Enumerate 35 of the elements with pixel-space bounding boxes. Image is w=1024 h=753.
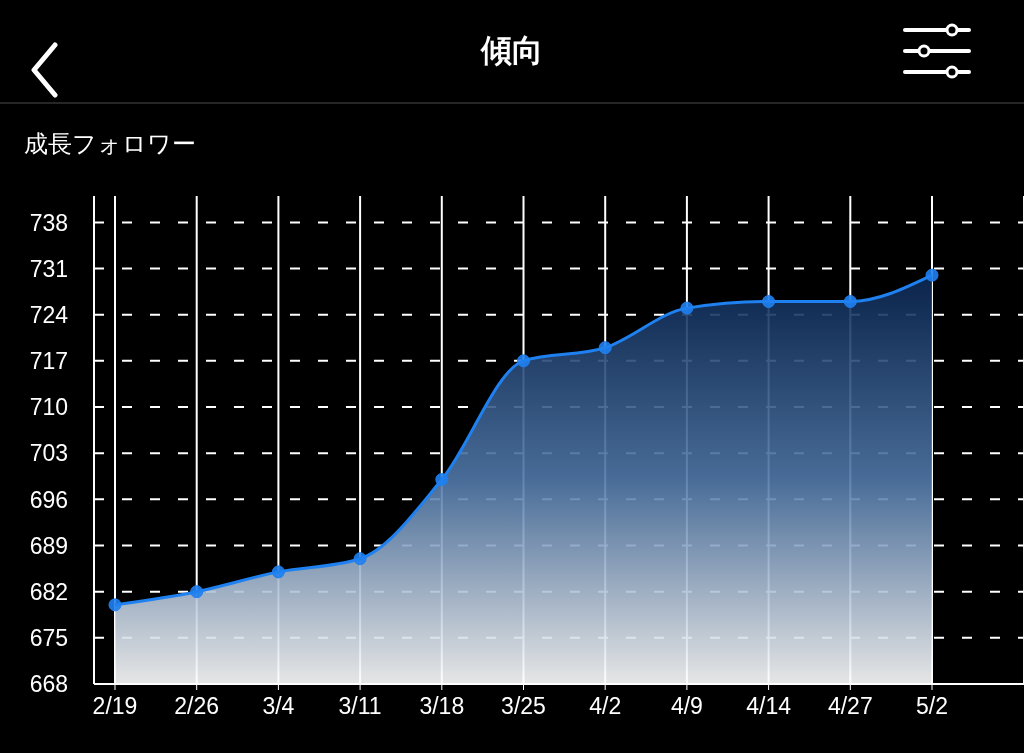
point [353, 552, 367, 566]
chart-title: 傾向 [479, 32, 544, 70]
y-tick-label: 703 [29, 440, 68, 467]
x-tick-label: 3/25 [501, 693, 546, 720]
x-tick-label: 3/18 [419, 693, 465, 720]
y-tick-label: 717 [29, 348, 68, 375]
x-tick-label: 4/2 [589, 693, 622, 720]
point [271, 565, 285, 579]
point [680, 301, 694, 315]
point [598, 341, 612, 355]
point [190, 585, 204, 599]
y-tick-label: 731 [29, 255, 68, 282]
y-tick-label: 696 [29, 486, 68, 513]
x-tick-label: 4/14 [746, 693, 792, 720]
x-tick-label: 2/26 [174, 693, 220, 720]
y-tick-label: 738 [29, 209, 68, 236]
y-tick-label: 689 [29, 532, 68, 559]
point [762, 295, 776, 309]
x-tick-label: 4/27 [827, 693, 873, 720]
x-tick-label: 3/11 [338, 693, 382, 720]
x-tick-label: 2/19 [92, 693, 138, 720]
y-tick-label: 710 [29, 394, 68, 421]
y-tick-label: 682 [29, 578, 68, 605]
point [843, 295, 857, 309]
point [925, 268, 939, 282]
point [517, 354, 530, 368]
y-tick-label: 724 [29, 301, 69, 328]
x-tick-label: 5/2 [916, 693, 948, 720]
y-tick-label: 675 [29, 625, 68, 651]
y-tick-label: 668 [29, 671, 68, 698]
point [108, 598, 122, 612]
x-tick-label: 3/4 [262, 693, 295, 720]
chart-subtitle: 成長フォロワー [24, 129, 196, 159]
point [435, 473, 449, 487]
x-tick-label: 4/9 [670, 693, 703, 720]
